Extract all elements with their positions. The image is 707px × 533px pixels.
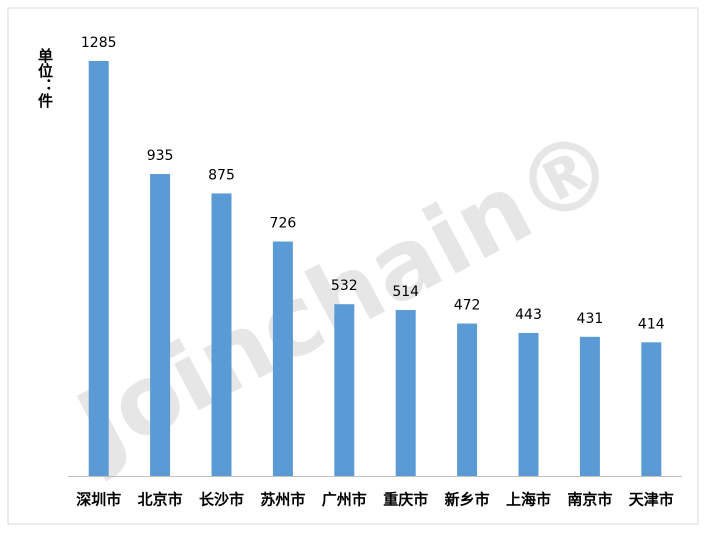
bar [579, 336, 600, 476]
data-label: 431 [577, 311, 604, 327]
x-tick-label: 上海市 [506, 491, 551, 509]
bar [150, 174, 171, 476]
bar [272, 241, 293, 476]
data-label: 875 [208, 167, 235, 183]
data-label: 443 [515, 307, 542, 323]
bar [88, 61, 109, 476]
bar [641, 342, 662, 476]
x-tick-label: 天津市 [629, 491, 674, 509]
bar [457, 323, 478, 476]
bar [395, 310, 416, 476]
data-label: 935 [147, 148, 174, 164]
x-tick-label: 广州市 [322, 491, 367, 509]
x-tick-label: 南京市 [567, 491, 612, 509]
x-tick-label: 苏州市 [260, 491, 305, 509]
x-tick-label: 北京市 [138, 491, 183, 509]
data-label: 726 [270, 216, 297, 232]
x-tick-label: 深圳市 [76, 491, 121, 509]
data-label: 514 [392, 284, 419, 300]
data-label: 472 [454, 298, 481, 314]
x-tick-label: 重庆市 [383, 491, 428, 509]
data-label: 532 [331, 278, 358, 294]
x-tick-label: 长沙市 [199, 491, 244, 509]
bar [211, 193, 232, 476]
y-axis-label: 单位：件 [36, 47, 54, 109]
x-tick-label: 新乡市 [445, 491, 490, 509]
data-label: 1285 [81, 35, 117, 51]
bar [518, 332, 539, 476]
data-label: 414 [638, 316, 665, 332]
bar [334, 304, 355, 476]
